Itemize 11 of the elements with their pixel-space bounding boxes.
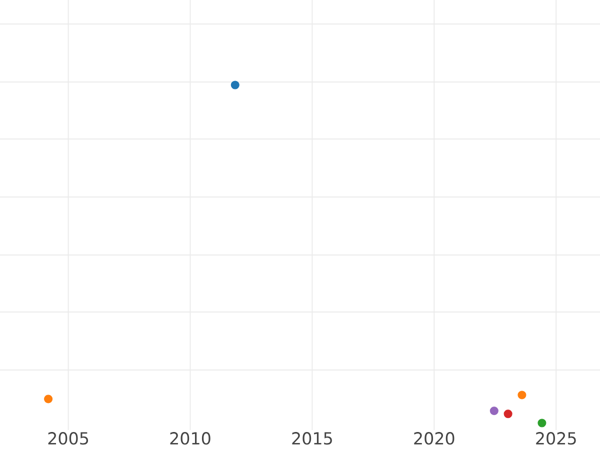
x-tick-label: 2020 <box>414 432 454 445</box>
point <box>504 410 512 418</box>
x-tick-label: 2010 <box>170 432 210 445</box>
x-tick-label: 2005 <box>48 432 88 445</box>
point <box>518 390 526 400</box>
point <box>538 418 546 428</box>
point <box>44 394 53 404</box>
point <box>230 80 240 90</box>
x-tick-label: 2015 <box>292 432 332 445</box>
x-tick-label: 2025 <box>536 432 576 445</box>
point <box>490 406 498 416</box>
